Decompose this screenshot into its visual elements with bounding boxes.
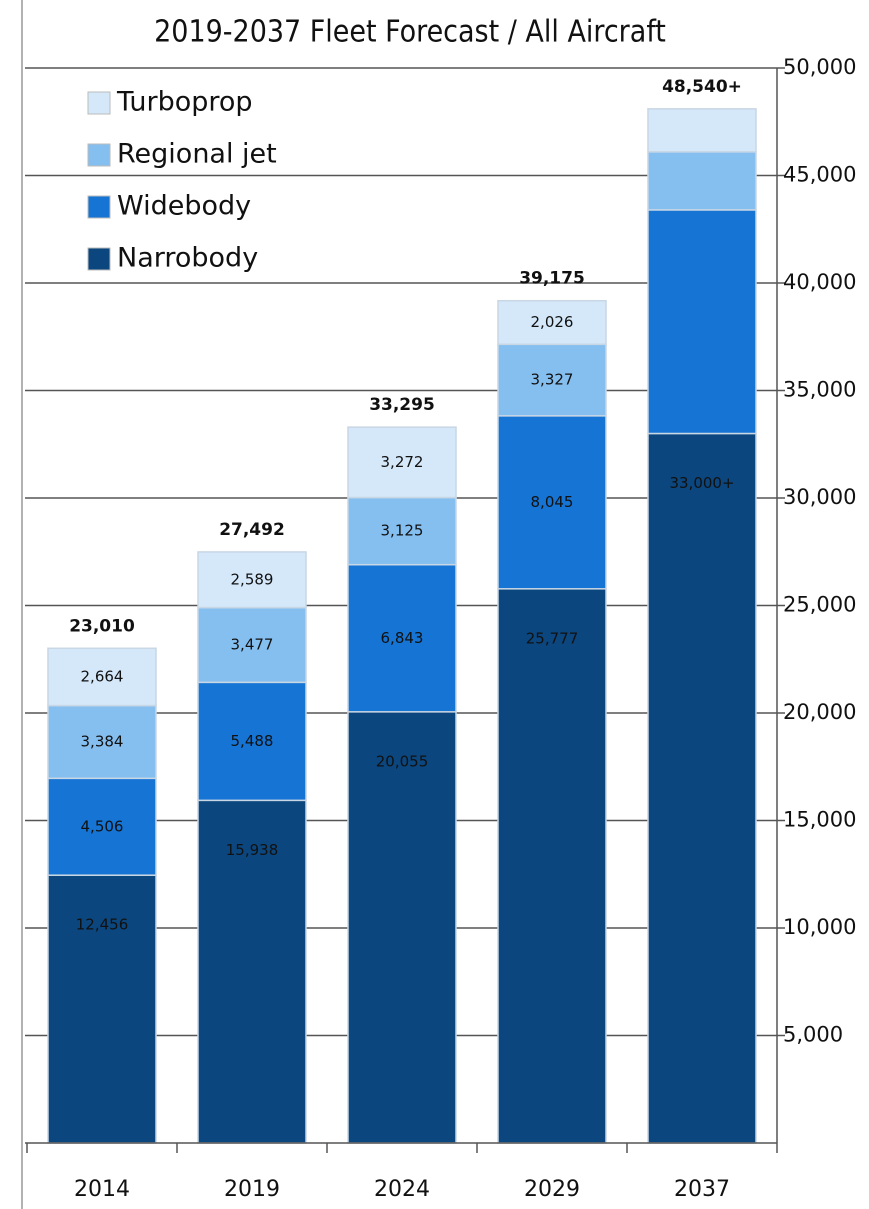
legend-swatch [87, 195, 111, 219]
data-label: 6,843 [381, 629, 424, 647]
data-label: 12,456 [76, 916, 129, 934]
total-label: 48,540+ [662, 77, 742, 97]
y-tick-label: 15,000 [783, 808, 856, 832]
legend-label: Narrobody [117, 243, 258, 274]
data-label: 2,589 [231, 570, 274, 588]
legend-swatch [87, 143, 111, 167]
total-label: 33,295 [369, 395, 435, 415]
data-label: 3,125 [381, 522, 424, 540]
y-tick-label: 5,000 [783, 1023, 843, 1047]
bar-segment [197, 799, 307, 1144]
data-label: 25,777 [526, 629, 579, 647]
x-tick-label: 2024 [374, 1177, 430, 1202]
x-tick-label: 2029 [524, 1177, 580, 1202]
y-tick-label: 35,000 [783, 378, 856, 402]
legend-swatch [87, 247, 111, 271]
data-label: 5,488 [231, 732, 274, 750]
data-label: 3,384 [81, 732, 124, 750]
data-label: 3,327 [531, 371, 574, 389]
bar-segment [197, 551, 307, 609]
data-label: 3,272 [381, 453, 424, 471]
y-tick-label: 40,000 [783, 270, 856, 294]
chart-title: 2019-2037 Fleet Forecast / All Aircraft [154, 15, 666, 50]
y-tick-label: 30,000 [783, 485, 856, 509]
total-label: 23,010 [69, 616, 135, 636]
bar-segment [347, 496, 457, 566]
x-tick-label: 2037 [674, 1177, 730, 1202]
bar-segment [347, 711, 457, 1144]
x-tick-label: 2014 [74, 1177, 130, 1202]
bar-segment [347, 426, 457, 499]
bar-segment [197, 606, 307, 684]
data-label: 8,045 [531, 493, 574, 511]
bar-segment [497, 415, 607, 590]
total-label: 27,492 [219, 520, 285, 540]
data-label: 15,938 [226, 841, 279, 859]
data-label: 20,055 [376, 752, 429, 770]
bar-segment [347, 563, 457, 713]
bar-segment [497, 299, 607, 346]
data-label: 2,664 [81, 667, 124, 685]
legend-label: Regional jet [117, 139, 277, 170]
data-label: 4,506 [81, 817, 124, 835]
y-tick-label: 20,000 [783, 700, 856, 724]
data-label: 3,477 [231, 635, 274, 653]
data-label: 2,026 [531, 313, 574, 331]
bar-segment [497, 588, 607, 1144]
bar-segment [647, 432, 757, 1144]
bar-segment [47, 874, 157, 1144]
legend-swatch [87, 91, 111, 115]
y-tick-label: 45,000 [783, 163, 856, 187]
x-tick-label: 2019 [224, 1177, 280, 1202]
bar-segment [197, 681, 307, 802]
total-label: 39,175 [519, 269, 585, 289]
y-tick-label: 50,000 [783, 55, 856, 79]
legend-label: Turboprop [116, 87, 253, 118]
bar-segment [647, 209, 757, 435]
y-tick-label: 25,000 [783, 593, 856, 617]
bar-segment [47, 647, 157, 707]
y-tick-label: 10,000 [783, 915, 856, 939]
data-label: 33,000+ [669, 474, 734, 492]
bar-segment [47, 777, 157, 876]
legend-label: Widebody [117, 191, 251, 222]
bar-segment [647, 151, 757, 211]
bar-segment [647, 108, 757, 153]
